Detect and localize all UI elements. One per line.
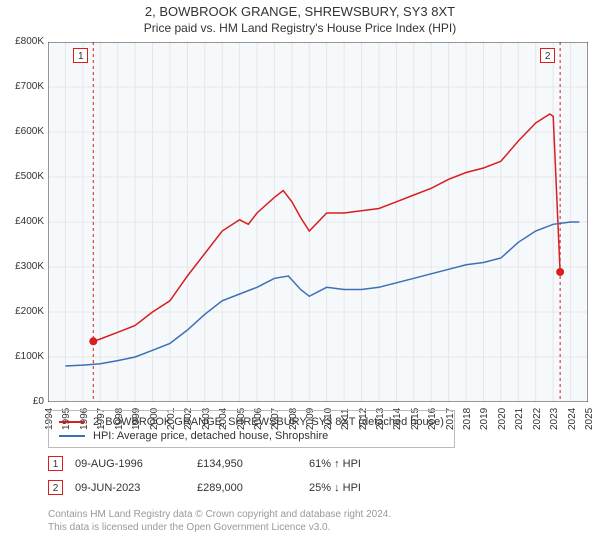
legend-swatch — [59, 421, 85, 423]
chart-subtitle: Price paid vs. HM Land Registry's House … — [0, 21, 600, 35]
y-tick-label: £100K — [2, 351, 44, 362]
legend-item: HPI: Average price, detached house, Shro… — [59, 429, 444, 443]
legend: 2, BOWBROOK GRANGE, SHREWSBURY, SY3 8XT … — [48, 410, 455, 448]
y-tick-label: £600K — [2, 126, 44, 137]
footer-line: This data is licensed under the Open Gov… — [48, 521, 391, 534]
title-block: 2, BOWBROOK GRANGE, SHREWSBURY, SY3 8XT … — [0, 0, 600, 35]
legend-label: 2, BOWBROOK GRANGE, SHREWSBURY, SY3 8XT … — [93, 416, 444, 428]
y-tick-label: £300K — [2, 261, 44, 272]
marker-row: 1 09-AUG-1996 £134,950 61% ↑ HPI — [48, 456, 419, 471]
x-tick-label: 2024 — [567, 408, 578, 430]
chart-container: 2, BOWBROOK GRANGE, SHREWSBURY, SY3 8XT … — [0, 0, 600, 560]
y-tick-label: £800K — [2, 36, 44, 47]
marker-badge: 2 — [48, 480, 63, 495]
chart-title: 2, BOWBROOK GRANGE, SHREWSBURY, SY3 8XT — [0, 4, 600, 19]
marker-row: 2 09-JUN-2023 £289,000 25% ↓ HPI — [48, 480, 419, 495]
marker-pct: 61% ↑ HPI — [309, 458, 419, 470]
marker-date: 09-JUN-2023 — [75, 482, 185, 494]
x-tick-label: 2020 — [497, 408, 508, 430]
y-tick-label: £0 — [2, 396, 44, 407]
footer: Contains HM Land Registry data © Crown c… — [48, 508, 391, 534]
footer-line: Contains HM Land Registry data © Crown c… — [48, 508, 391, 521]
legend-label: HPI: Average price, detached house, Shro… — [93, 430, 328, 442]
y-tick-label: £500K — [2, 171, 44, 182]
y-tick-label: £200K — [2, 306, 44, 317]
plot-marker-badge: 2 — [540, 48, 555, 63]
x-tick-label: 2025 — [584, 408, 595, 430]
x-tick-label: 2019 — [479, 408, 490, 430]
y-tick-label: £700K — [2, 81, 44, 92]
legend-item: 2, BOWBROOK GRANGE, SHREWSBURY, SY3 8XT … — [59, 415, 444, 429]
x-tick-label: 2018 — [462, 408, 473, 430]
legend-swatch — [59, 435, 85, 437]
marker-price: £134,950 — [197, 458, 297, 470]
marker-price: £289,000 — [197, 482, 297, 494]
y-tick-label: £400K — [2, 216, 44, 227]
marker-date: 09-AUG-1996 — [75, 458, 185, 470]
x-tick-label: 2023 — [549, 408, 560, 430]
x-tick-label: 2021 — [514, 408, 525, 430]
marker-badge: 1 — [48, 456, 63, 471]
marker-pct: 25% ↓ HPI — [309, 482, 419, 494]
x-tick-label: 2022 — [532, 408, 543, 430]
plot-marker-badge: 1 — [73, 48, 88, 63]
plot-area — [48, 42, 588, 402]
